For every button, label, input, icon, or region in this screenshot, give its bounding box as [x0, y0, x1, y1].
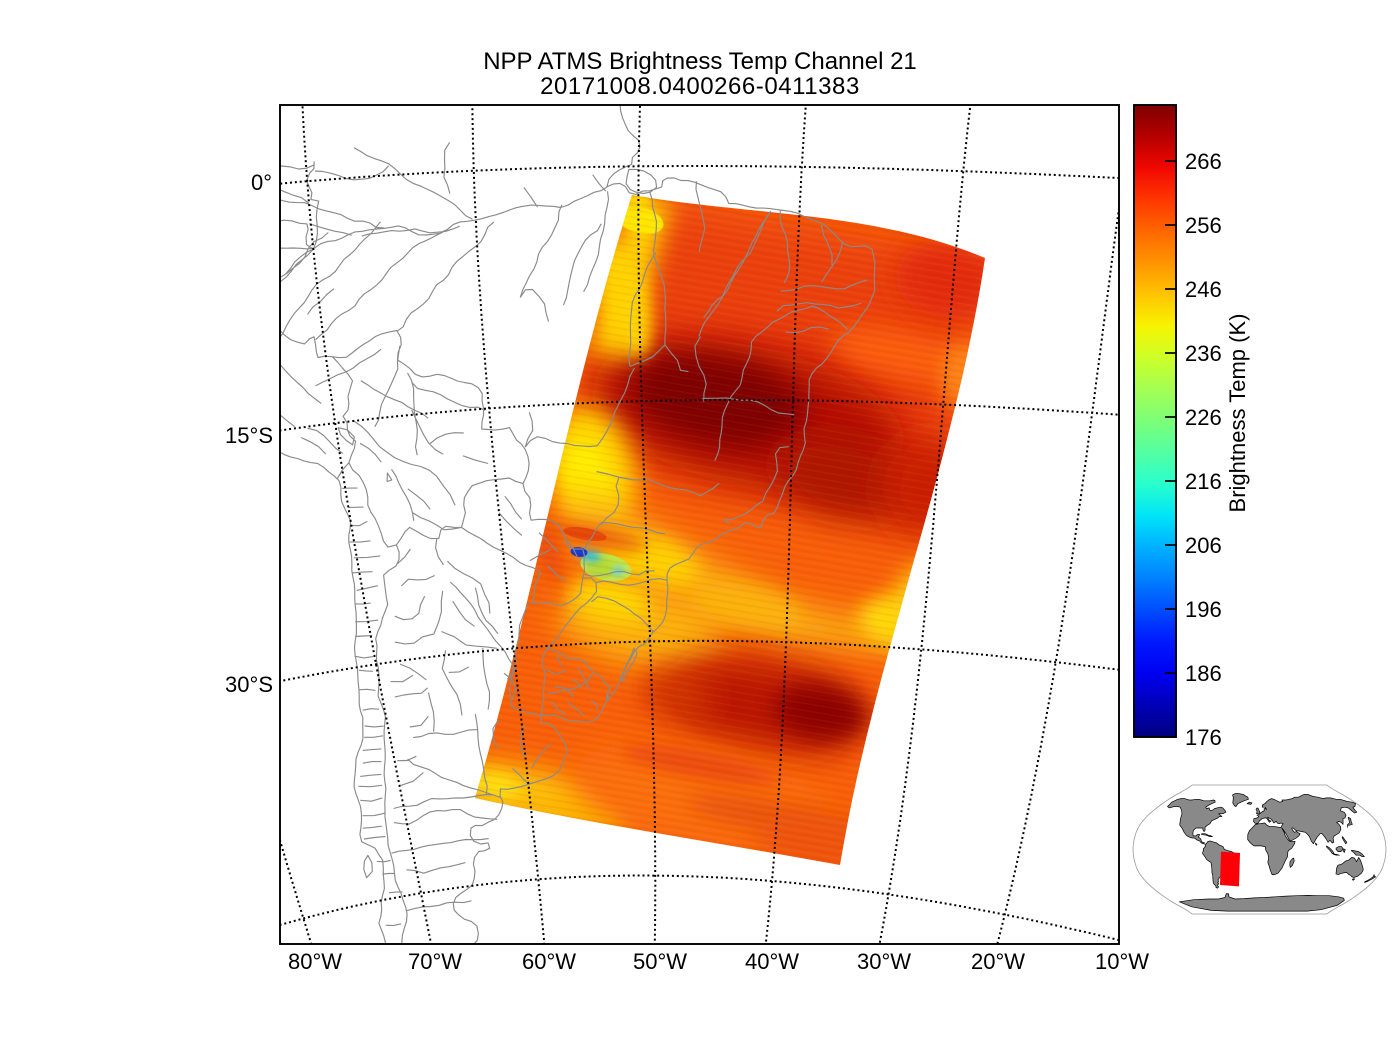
- svg-text:Brightness Temp (K): Brightness Temp (K): [1225, 314, 1250, 513]
- svg-text:10°W: 10°W: [1095, 949, 1149, 974]
- svg-text:186: 186: [1185, 661, 1222, 686]
- svg-text:60°W: 60°W: [522, 949, 576, 974]
- svg-text:20°W: 20°W: [971, 949, 1025, 974]
- svg-text:266: 266: [1185, 149, 1222, 174]
- svg-text:30°S: 30°S: [225, 672, 273, 697]
- svg-text:0°: 0°: [251, 170, 272, 195]
- svg-text:196: 196: [1185, 597, 1222, 622]
- svg-text:176: 176: [1185, 725, 1222, 750]
- svg-text:70°W: 70°W: [408, 949, 462, 974]
- svg-text:206: 206: [1185, 533, 1222, 558]
- svg-text:30°W: 30°W: [857, 949, 911, 974]
- svg-text:216: 216: [1185, 469, 1222, 494]
- svg-text:226: 226: [1185, 405, 1222, 430]
- svg-text:20171008.0400266-0411383: 20171008.0400266-0411383: [540, 73, 860, 100]
- svg-text:246: 246: [1185, 277, 1222, 302]
- svg-text:NPP ATMS Brightness Temp Chann: NPP ATMS Brightness Temp Channel 21: [483, 48, 917, 75]
- svg-text:40°W: 40°W: [745, 949, 799, 974]
- svg-text:15°S: 15°S: [225, 423, 273, 448]
- svg-text:50°W: 50°W: [633, 949, 687, 974]
- svg-text:80°W: 80°W: [288, 949, 342, 974]
- svg-text:256: 256: [1185, 213, 1222, 238]
- svg-text:236: 236: [1185, 341, 1222, 366]
